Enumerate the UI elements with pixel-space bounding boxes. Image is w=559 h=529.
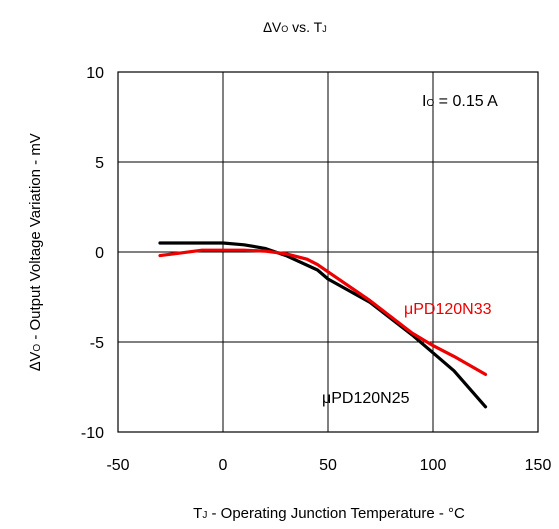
title-v-sub: O	[281, 24, 288, 34]
xlabel-t: T	[193, 505, 202, 522]
ylabel-rest: - Output Voltage Variation - mV	[27, 133, 44, 344]
chart-title: ∆VO vs. TJ	[263, 19, 326, 35]
y-tick-label: 10	[86, 65, 104, 82]
title-v: V	[272, 19, 282, 35]
ylabel-v: V	[27, 352, 44, 362]
x-tick-label: 50	[319, 457, 337, 474]
series-label-n33: μPD120N33	[404, 301, 492, 318]
y-axis-label: ∆VO - Output Voltage Variation - mV	[27, 133, 44, 371]
annotation-i-sub: O	[426, 98, 434, 109]
title-t-sub: J	[322, 24, 327, 34]
title-mid: vs. T	[288, 19, 322, 35]
ylabel-delta: ∆	[27, 362, 44, 371]
y-tick-label: 0	[95, 245, 104, 262]
y-tick-label: 5	[95, 155, 104, 172]
series-line-n33	[158, 248, 488, 376]
ylabel-v-sub: O	[32, 344, 43, 352]
x-tick-label: 150	[525, 457, 552, 474]
annotation-rest: = 0.15 A	[434, 93, 498, 110]
xlabel-rest: - Operating Junction Temperature - °C	[207, 505, 465, 522]
x-tick-label: -50	[106, 457, 129, 474]
condition-annotation: IO = 0.15 A	[422, 93, 498, 110]
x-axis-label: TJ - Operating Junction Temperature - °C	[193, 505, 465, 522]
annotation-i: I	[422, 93, 426, 110]
series-label-n25: μPD120N25	[322, 390, 410, 407]
x-tick-label: 100	[420, 457, 447, 474]
plot-frame	[117, 71, 539, 433]
y-tick-label: -10	[81, 425, 104, 442]
title-delta: ∆	[263, 19, 272, 35]
y-tick-label: -5	[90, 335, 104, 352]
series-layer	[158, 241, 488, 409]
xlabel-t-sub: J	[202, 510, 207, 521]
x-tick-label: 0	[219, 457, 228, 474]
